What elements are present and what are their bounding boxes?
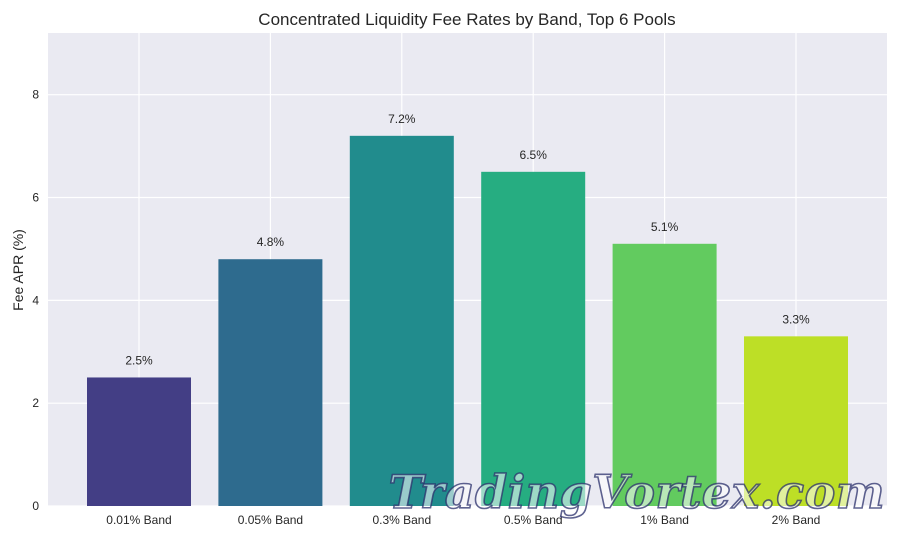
- x-tick-label: 0.01% Band: [106, 513, 171, 527]
- y-tick-label: 4: [32, 293, 39, 307]
- bar: [481, 171, 586, 506]
- watermark-text: TradingVortex.com: [389, 465, 885, 519]
- bar: [349, 135, 454, 506]
- chart-title: Concentrated Liquidity Fee Rates by Band…: [258, 10, 675, 29]
- bar-value-label: 4.8%: [257, 235, 285, 249]
- y-tick-label: 8: [32, 88, 39, 102]
- y-tick-label: 0: [32, 499, 39, 513]
- x-tick-label: 0.5% Band: [504, 513, 563, 527]
- x-tick-label: 0.3% Band: [372, 513, 431, 527]
- bar: [87, 377, 191, 506]
- x-tick-label: 1% Band: [640, 513, 689, 527]
- y-tick-label: 6: [32, 191, 39, 205]
- bar-value-label: 5.1%: [651, 220, 679, 234]
- bar: [612, 243, 717, 507]
- y-tick-labels: 0 2 4 6 8: [32, 88, 39, 513]
- bar-value-label: 6.5%: [520, 148, 548, 162]
- x-tick-labels: 0.01% Band 0.05% Band 0.3% Band 0.5% Band 1%…: [106, 513, 820, 527]
- bar-value-label: 2.5%: [125, 353, 153, 367]
- x-tick-label: 2% Band: [772, 513, 821, 527]
- bar-value-label: 3.3%: [782, 312, 810, 326]
- bars: [87, 135, 848, 507]
- x-tick-label: 0.05% Band: [238, 513, 303, 527]
- y-axis-label: Fee APR (%): [10, 229, 26, 311]
- bar: [744, 336, 848, 506]
- bar: [218, 259, 323, 506]
- bar-value-label: 7.2%: [388, 112, 416, 126]
- y-tick-label: 2: [32, 396, 39, 410]
- data-labels: 2.5% 4.8% 7.2% 6.5% 5.1% 3.3%: [125, 112, 810, 368]
